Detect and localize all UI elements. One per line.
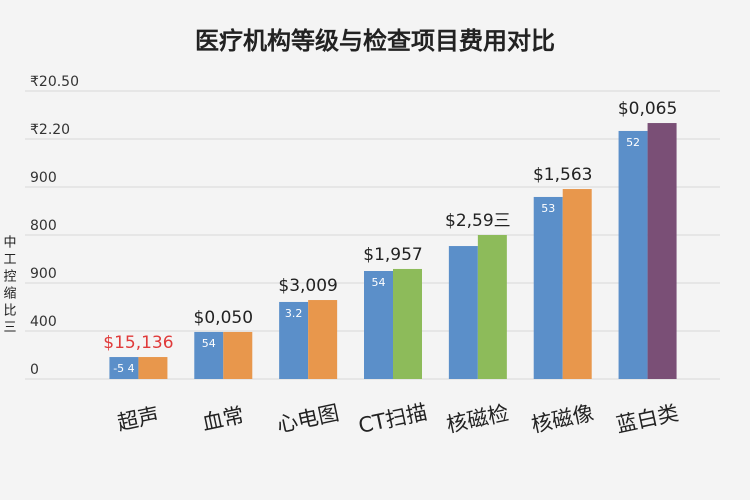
bar-label: $15,136: [103, 333, 173, 353]
x-tick-label: 核磁像: [529, 401, 596, 438]
bar-inner-label: -5 4: [113, 362, 134, 375]
bar: [448, 246, 478, 379]
bar-label: $3,009: [278, 276, 337, 296]
x-tick-label: 超声: [115, 403, 161, 435]
bar-inner-label: 54: [202, 337, 216, 350]
y-tick-label: 400: [30, 314, 57, 330]
x-tick-label: 核磁检: [444, 401, 511, 438]
x-tick-label: 心电图: [275, 401, 342, 438]
y-tick-label: 800: [30, 218, 57, 234]
y-tick-label: 900: [30, 266, 57, 282]
bar: [279, 301, 309, 379]
y-tick-label: ₹2.20: [30, 122, 70, 138]
bar-inner-label: 52: [626, 136, 640, 149]
bar: [308, 300, 338, 379]
bar: [477, 235, 507, 379]
bar: [618, 130, 648, 379]
y-tick-label: ₹20.50: [30, 74, 79, 90]
bar: [223, 331, 253, 379]
bar: [109, 357, 139, 379]
bar: [393, 268, 422, 379]
bar-label: $1,957: [363, 245, 422, 265]
bar-inner-label: 3.2: [285, 307, 303, 320]
y-axis-label: 中工控缩比三: [1, 235, 17, 337]
x-tick-label: 蓝白类: [614, 401, 681, 438]
bar: [533, 196, 563, 379]
bar: [194, 331, 224, 379]
bar-label: $0,050: [194, 308, 253, 328]
chart-title: 医疗机构等级与检查项目费用对比: [195, 27, 555, 55]
y-tick-label: 0: [30, 362, 39, 378]
y-tick-label: 900: [30, 170, 57, 186]
x-tick-label: 血常: [200, 403, 246, 435]
bar: [647, 123, 677, 379]
bar-inner-label: 53: [541, 202, 555, 215]
x-tick-label: CT扫描: [356, 400, 429, 438]
bar-inner-label: 54: [372, 276, 386, 289]
bar-label: $1,563: [533, 165, 592, 185]
bar: [138, 357, 168, 379]
bar: [364, 271, 393, 379]
bar-label: $0,065: [618, 99, 677, 119]
bar: [562, 189, 592, 379]
bar-label: $2,59三: [445, 211, 511, 231]
